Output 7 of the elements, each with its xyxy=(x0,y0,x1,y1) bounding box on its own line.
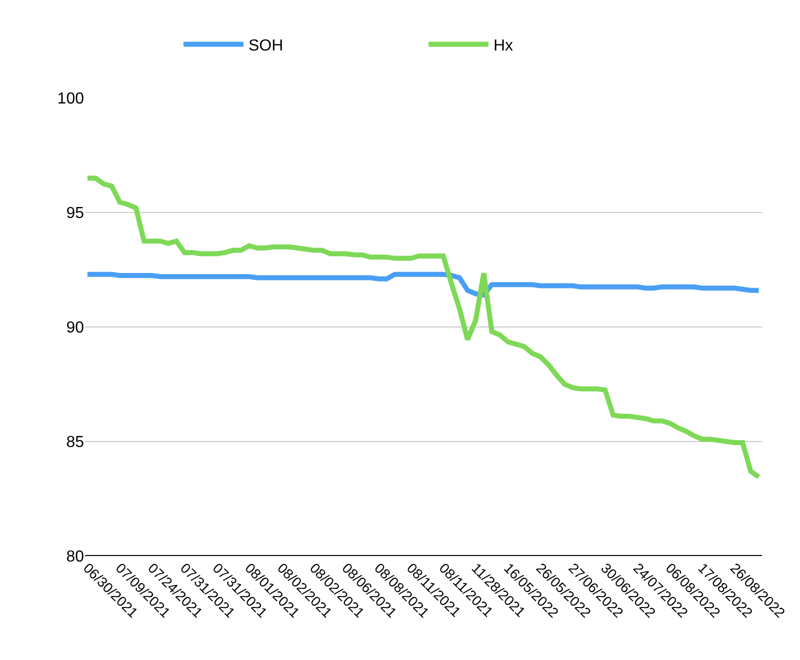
y-tick-label: 100 xyxy=(57,90,84,108)
y-tick-label: 90 xyxy=(66,320,84,337)
y-tick-label: 95 xyxy=(66,205,84,222)
y-tick-label: 85 xyxy=(66,434,84,452)
y-tick-label: 80 xyxy=(66,548,84,566)
legend-label: Hx xyxy=(494,38,514,54)
legend-label: SOH xyxy=(248,38,284,54)
